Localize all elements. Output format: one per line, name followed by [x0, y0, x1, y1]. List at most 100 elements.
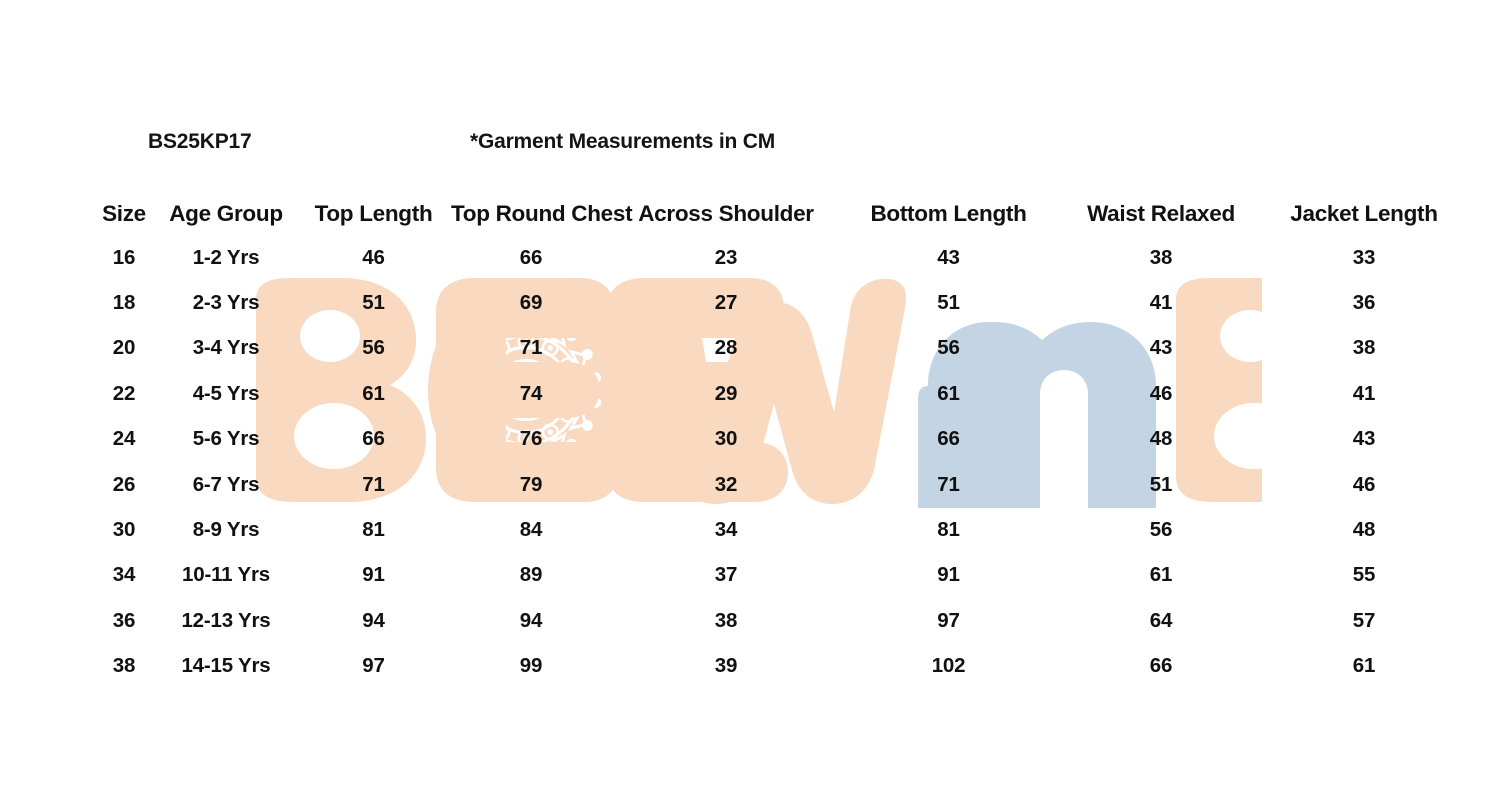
cell-top-length: 66: [362, 427, 385, 451]
cell-waist-relaxed: 41: [1149, 291, 1173, 315]
cell-bottom-length: 43: [937, 245, 960, 269]
cell-size: 38: [112, 654, 136, 678]
cell-top-length: 51: [362, 291, 385, 315]
cell-jacket-length: 41: [1352, 381, 1376, 405]
column-header-size: Size: [102, 201, 146, 226]
table-row: 34 10-11 Yrs 91 89 37 91 61 55: [92, 553, 1462, 598]
cell-jacket-length: 48: [1352, 518, 1376, 542]
cell-top-round-chest: 74: [519, 381, 543, 405]
cell-top-length: 61: [362, 381, 385, 405]
column-header-top-round-chest: Top Round Chest: [451, 201, 633, 226]
cell-size: 34: [112, 563, 136, 587]
cell-top-round-chest: 66: [519, 245, 543, 269]
cell-waist-relaxed: 46: [1149, 381, 1173, 405]
cell-top-length: 91: [362, 563, 385, 587]
cell-across-shoulder: 38: [714, 608, 738, 632]
cell-age-group: 14-15 Yrs: [181, 654, 271, 678]
cell-top-round-chest: 94: [519, 608, 543, 632]
column-header-across-shoulder: Across Shoulder: [638, 201, 814, 226]
cell-jacket-length: 55: [1352, 563, 1376, 587]
chart-meta-row: BS25KP17 *Garment Measurements in CM: [0, 130, 1500, 164]
cell-bottom-length: 51: [937, 291, 960, 315]
cell-jacket-length: 43: [1352, 427, 1376, 451]
cell-size: 20: [112, 336, 136, 360]
cell-waist-relaxed: 66: [1149, 654, 1173, 678]
cell-size: 16: [112, 245, 136, 269]
cell-age-group: 12-13 Yrs: [181, 608, 271, 632]
table-row: 22 4-5 Yrs 61 74 29 61 46 41: [92, 371, 1462, 416]
cell-jacket-length: 61: [1352, 654, 1376, 678]
cell-waist-relaxed: 43: [1149, 336, 1173, 360]
cell-jacket-length: 57: [1352, 608, 1376, 632]
cell-bottom-length: 71: [937, 472, 960, 496]
style-code: BS25KP17: [148, 130, 252, 153]
cell-top-round-chest: 76: [519, 427, 543, 451]
table-header-row: Size Age Group Top Length Top Round Ches…: [92, 193, 1462, 235]
column-header-bottom-length: Bottom Length: [870, 201, 1027, 226]
table-row: 16 1-2 Yrs 46 66 23 43 38 33: [92, 235, 1462, 280]
cell-bottom-length: 56: [937, 336, 960, 360]
measurement-units-note: *Garment Measurements in CM: [470, 130, 776, 153]
size-chart-table: Size Age Group Top Length Top Round Ches…: [92, 193, 1462, 689]
cell-age-group: 3-4 Yrs: [192, 336, 260, 360]
cell-top-round-chest: 79: [519, 472, 543, 496]
cell-bottom-length: 61: [937, 381, 960, 405]
cell-top-length: 71: [362, 472, 385, 496]
cell-jacket-length: 38: [1352, 336, 1376, 360]
cell-jacket-length: 33: [1352, 245, 1376, 269]
cell-jacket-length: 36: [1352, 291, 1376, 315]
column-header-age-group: Age Group: [169, 201, 283, 226]
table-row: 24 5-6 Yrs 66 76 30 66 48 43: [92, 417, 1462, 462]
cell-top-round-chest: 84: [519, 518, 543, 542]
cell-across-shoulder: 30: [714, 427, 738, 451]
column-header-top-length: Top Length: [314, 201, 433, 226]
cell-bottom-length: 102: [931, 654, 966, 678]
cell-age-group: 1-2 Yrs: [192, 245, 260, 269]
cell-size: 18: [112, 291, 136, 315]
cell-size: 36: [112, 608, 136, 632]
cell-across-shoulder: 27: [714, 291, 738, 315]
cell-bottom-length: 97: [937, 608, 960, 632]
cell-age-group: 4-5 Yrs: [192, 381, 260, 405]
cell-age-group: 2-3 Yrs: [192, 291, 260, 315]
cell-top-length: 94: [362, 608, 385, 632]
cell-waist-relaxed: 51: [1149, 472, 1173, 496]
table-row: 38 14-15 Yrs 97 99 39 102 66 61: [92, 644, 1462, 689]
cell-waist-relaxed: 48: [1149, 427, 1173, 451]
cell-size: 26: [112, 472, 136, 496]
cell-size: 30: [112, 518, 136, 542]
table-row: 30 8-9 Yrs 81 84 34 81 56 48: [92, 507, 1462, 552]
cell-top-length: 97: [362, 654, 385, 678]
table-body: 16 1-2 Yrs 46 66 23 43 38 33 18 2-3 Yrs 51 69 27 51 41…: [92, 235, 1462, 689]
cell-waist-relaxed: 64: [1149, 608, 1173, 632]
cell-across-shoulder: 29: [714, 381, 738, 405]
cell-across-shoulder: 37: [714, 563, 738, 587]
cell-across-shoulder: 34: [714, 518, 738, 542]
cell-top-round-chest: 89: [519, 563, 543, 587]
cell-top-round-chest: 99: [519, 654, 543, 678]
cell-top-round-chest: 69: [519, 291, 543, 315]
cell-age-group: 10-11 Yrs: [182, 563, 270, 587]
cell-waist-relaxed: 38: [1149, 245, 1173, 269]
cell-top-length: 46: [362, 245, 385, 269]
column-header-waist-relaxed: Waist Relaxed: [1087, 201, 1235, 226]
cell-age-group: 6-7 Yrs: [192, 472, 260, 496]
cell-across-shoulder: 39: [714, 654, 738, 678]
table-row: 20 3-4 Yrs 56 71 28 56 43 38: [92, 326, 1462, 371]
table-row: 36 12-13 Yrs 94 94 38 97 64 57: [92, 598, 1462, 643]
cell-top-length: 81: [362, 518, 385, 542]
cell-bottom-length: 66: [937, 427, 960, 451]
cell-bottom-length: 91: [937, 563, 960, 587]
cell-waist-relaxed: 61: [1149, 563, 1173, 587]
cell-across-shoulder: 28: [714, 336, 738, 360]
cell-top-length: 56: [362, 336, 385, 360]
cell-size: 22: [112, 381, 136, 405]
cell-across-shoulder: 23: [714, 245, 738, 269]
cell-age-group: 8-9 Yrs: [192, 518, 260, 542]
cell-bottom-length: 81: [937, 518, 960, 542]
cell-across-shoulder: 32: [714, 472, 738, 496]
cell-top-round-chest: 71: [519, 336, 543, 360]
column-header-jacket-length: Jacket Length: [1290, 201, 1438, 226]
